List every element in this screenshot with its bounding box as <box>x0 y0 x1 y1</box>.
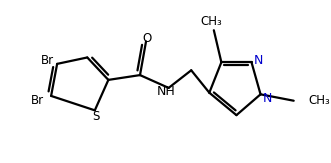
Text: N: N <box>254 54 263 67</box>
Text: N: N <box>262 92 272 105</box>
Text: Br: Br <box>40 54 54 67</box>
Text: O: O <box>142 32 152 45</box>
Text: Br: Br <box>31 94 44 107</box>
Text: S: S <box>93 110 100 123</box>
Text: NH: NH <box>157 85 176 98</box>
Text: CH₃: CH₃ <box>309 94 331 107</box>
Text: CH₃: CH₃ <box>200 15 222 28</box>
